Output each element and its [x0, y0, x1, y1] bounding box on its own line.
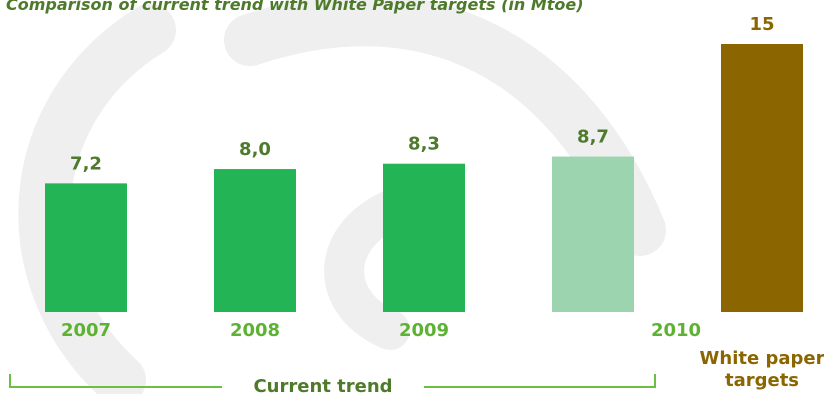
category-label-2010: 2010: [651, 320, 701, 341]
watermark-logo: [18, 0, 666, 394]
bar-2008: [214, 169, 296, 312]
bar-white-paper-targets: [721, 44, 803, 312]
chart-title: Comparison of current trend with White P…: [6, 0, 584, 14]
bar-2007: [45, 183, 127, 312]
value-label-white-paper-targets: 15: [749, 14, 774, 35]
value-label-2009: 8,3: [408, 134, 440, 155]
value-label-2008: 8,0: [239, 139, 271, 160]
bar-2010: [552, 156, 634, 312]
category-label-2007: 2007: [61, 320, 111, 341]
bracket-left: [9, 374, 222, 388]
value-labels-group: 7,2 8,0 8,3 8,7 15: [70, 14, 774, 174]
value-label-2007: 7,2: [70, 153, 102, 174]
current-trend-bracket: Current trend: [9, 374, 656, 394]
category-labels-group: 2007 2008 2009 2010 White paper targets: [61, 320, 824, 391]
category-label-2008: 2008: [230, 320, 280, 341]
bracket-right: [424, 374, 656, 388]
group-label-current-trend: Current trend: [253, 376, 392, 394]
value-label-2010: 8,7: [577, 127, 609, 148]
category-label-2009: 2009: [399, 320, 449, 341]
bars-group: [45, 44, 803, 312]
category-label-white-paper-targets: White paper targets: [700, 348, 824, 391]
bar-2009: [383, 163, 465, 312]
